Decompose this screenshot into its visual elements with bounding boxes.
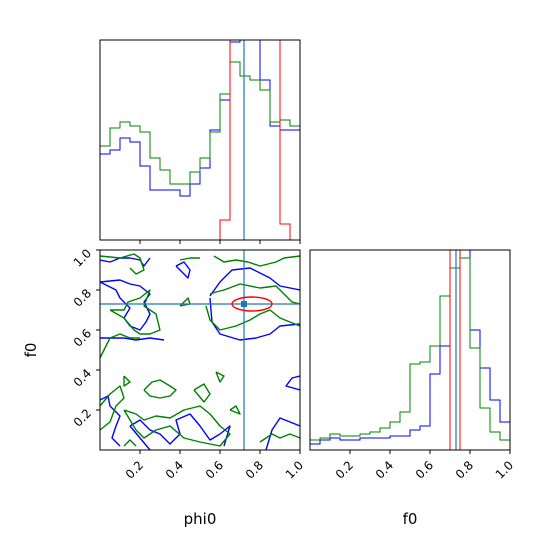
contour-line-4 xyxy=(100,337,165,341)
contour-line-2 xyxy=(209,267,300,297)
contour-y-tick-label-2: 0.6 xyxy=(71,326,94,349)
f0-x-tick-label-2: 0.6 xyxy=(413,458,436,481)
contour-line-1 xyxy=(100,279,151,331)
contour-lines xyxy=(100,253,300,450)
contour-line-19 xyxy=(123,375,131,387)
contour-line-13 xyxy=(213,255,300,267)
y-axis-label-f0: f0 xyxy=(22,343,40,358)
contour-line-26 xyxy=(259,433,300,443)
contour-y-tick-label-4: 1.0 xyxy=(71,246,94,269)
f0-x-tick-label-3: 0.8 xyxy=(453,458,476,481)
contour-truth-lines xyxy=(100,250,300,450)
f0-x-tick-label-0: 0.2 xyxy=(333,458,356,481)
contour-line-10 xyxy=(285,375,300,391)
contour-x-tick-label-0: 0.2 xyxy=(123,458,146,481)
f0-histogram-series xyxy=(309,249,511,451)
x-axis-label-f0: f0 xyxy=(403,510,418,528)
contour-y-tick-label-1: 0.4 xyxy=(71,366,94,389)
contour-line-20 xyxy=(143,379,177,399)
contour-line-11 xyxy=(100,253,145,275)
contour-panel: 0.2 0.4 0.6 0.8 1.0 0.2 0.4 0.6 0.8 1.0 phi0 f0 xyxy=(22,246,306,528)
contour-x-tick-label-4: 1.0 xyxy=(283,458,306,481)
contour-x-tick-label-2: 0.6 xyxy=(203,458,226,481)
contour-line-14 xyxy=(109,289,161,335)
contour-line-0 xyxy=(100,257,151,267)
contour-x-ticks: 0.2 0.4 0.6 0.8 1.0 xyxy=(123,450,306,482)
contour-line-24 xyxy=(123,405,231,447)
red-ellipse xyxy=(231,296,273,312)
contour-x-tick-label-3: 0.8 xyxy=(243,458,266,481)
contour-line-16 xyxy=(209,283,300,305)
phi0-histogram-frame xyxy=(99,39,301,241)
contour-line-27 xyxy=(123,439,137,447)
contour-line-21 xyxy=(193,383,211,403)
red-ellipse-group xyxy=(231,296,273,312)
contour-x-tick-label-1: 0.4 xyxy=(163,458,186,481)
contour-y-tick-label-0: 0.2 xyxy=(71,406,94,429)
contour-line-9 xyxy=(265,417,300,450)
contour-line-18 xyxy=(100,333,140,359)
phi0-hist-series-0 xyxy=(99,39,301,240)
phi0-histogram-panel xyxy=(99,39,301,244)
contour-frame xyxy=(99,249,301,451)
f0-x-tick-label-4: 1.0 xyxy=(493,458,516,481)
contour-truth-marker xyxy=(241,301,247,307)
f0-hist-series-1 xyxy=(309,257,511,450)
contour-y-ticks: 0.2 0.4 0.6 0.8 1.0 xyxy=(71,246,100,430)
f0-histogram-x-ticks: 0.2 0.4 0.6 0.8 1.0 xyxy=(333,450,516,482)
x-axis-label-phi0: phi0 xyxy=(184,510,217,528)
contour-line-25 xyxy=(229,405,241,415)
f0-x-tick-label-1: 0.4 xyxy=(373,458,396,481)
contour-y-tick-label-3: 0.8 xyxy=(71,286,94,309)
f0-histogram-frame xyxy=(309,249,511,451)
contour-line-7 xyxy=(129,413,231,447)
contour-line-5 xyxy=(175,261,191,279)
phi0-hist-series-1 xyxy=(99,61,301,240)
contour-line-15 xyxy=(179,297,191,307)
phi0-histogram-ticks xyxy=(139,240,301,244)
phi0-histogram-series xyxy=(99,39,301,241)
contour-line-12 xyxy=(179,257,200,261)
contour-line-23 xyxy=(100,385,125,431)
contour-line-17 xyxy=(205,305,300,331)
contour-line-22 xyxy=(215,371,225,383)
f0-histogram-panel: 0.2 0.4 0.6 0.8 1.0 f0 xyxy=(309,249,516,528)
contour-line-8 xyxy=(129,425,151,450)
